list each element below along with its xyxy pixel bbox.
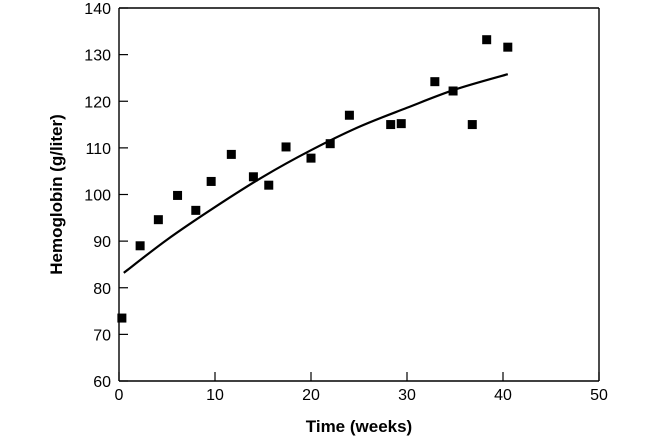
y-axis-title: Hemoglobin (g/liter) xyxy=(47,114,66,275)
data-point xyxy=(173,190,183,200)
y-tick-label: 60 xyxy=(93,374,111,391)
data-point xyxy=(264,180,274,190)
y-tick-label: 90 xyxy=(93,234,111,251)
data-point xyxy=(117,313,127,323)
data-point xyxy=(306,153,316,163)
data-point xyxy=(396,119,406,129)
ticks xyxy=(118,7,600,382)
fit-curve xyxy=(123,73,509,274)
x-tick-label: 30 xyxy=(398,387,416,404)
y-tick-label: 140 xyxy=(84,1,111,18)
data-point xyxy=(191,205,201,215)
data-point xyxy=(325,139,335,149)
x-axis-title: Time (weeks) xyxy=(306,417,412,436)
y-tick-label: 110 xyxy=(85,141,111,158)
data-point xyxy=(226,149,236,159)
y-tick-label: 80 xyxy=(93,281,111,298)
data-point xyxy=(386,120,396,130)
x-tick-label: 40 xyxy=(494,387,512,404)
y-tick-label: 130 xyxy=(84,48,111,65)
y-tick-label: 100 xyxy=(84,188,111,205)
y-tick-label: 70 xyxy=(93,327,111,344)
data-points xyxy=(117,35,513,323)
data-point xyxy=(482,35,492,45)
data-point xyxy=(206,176,216,186)
data-point xyxy=(248,172,258,182)
y-tick-label: 120 xyxy=(84,94,111,111)
x-tick-label: 10 xyxy=(206,387,224,404)
x-tick-label: 50 xyxy=(590,387,608,404)
tick-labels: 60 70 80 90 100 110 120 130 140 0 10 20 30 40 50 xyxy=(84,1,608,404)
axes xyxy=(118,7,600,382)
data-point xyxy=(344,110,354,120)
data-point xyxy=(503,42,513,52)
data-point xyxy=(430,77,440,87)
data-point xyxy=(153,215,163,225)
x-tick-label: 0 xyxy=(115,387,124,404)
data-point xyxy=(467,120,477,130)
data-point xyxy=(448,86,458,96)
x-tick-label: 20 xyxy=(302,387,320,404)
data-point xyxy=(135,241,145,251)
data-point xyxy=(281,142,291,152)
